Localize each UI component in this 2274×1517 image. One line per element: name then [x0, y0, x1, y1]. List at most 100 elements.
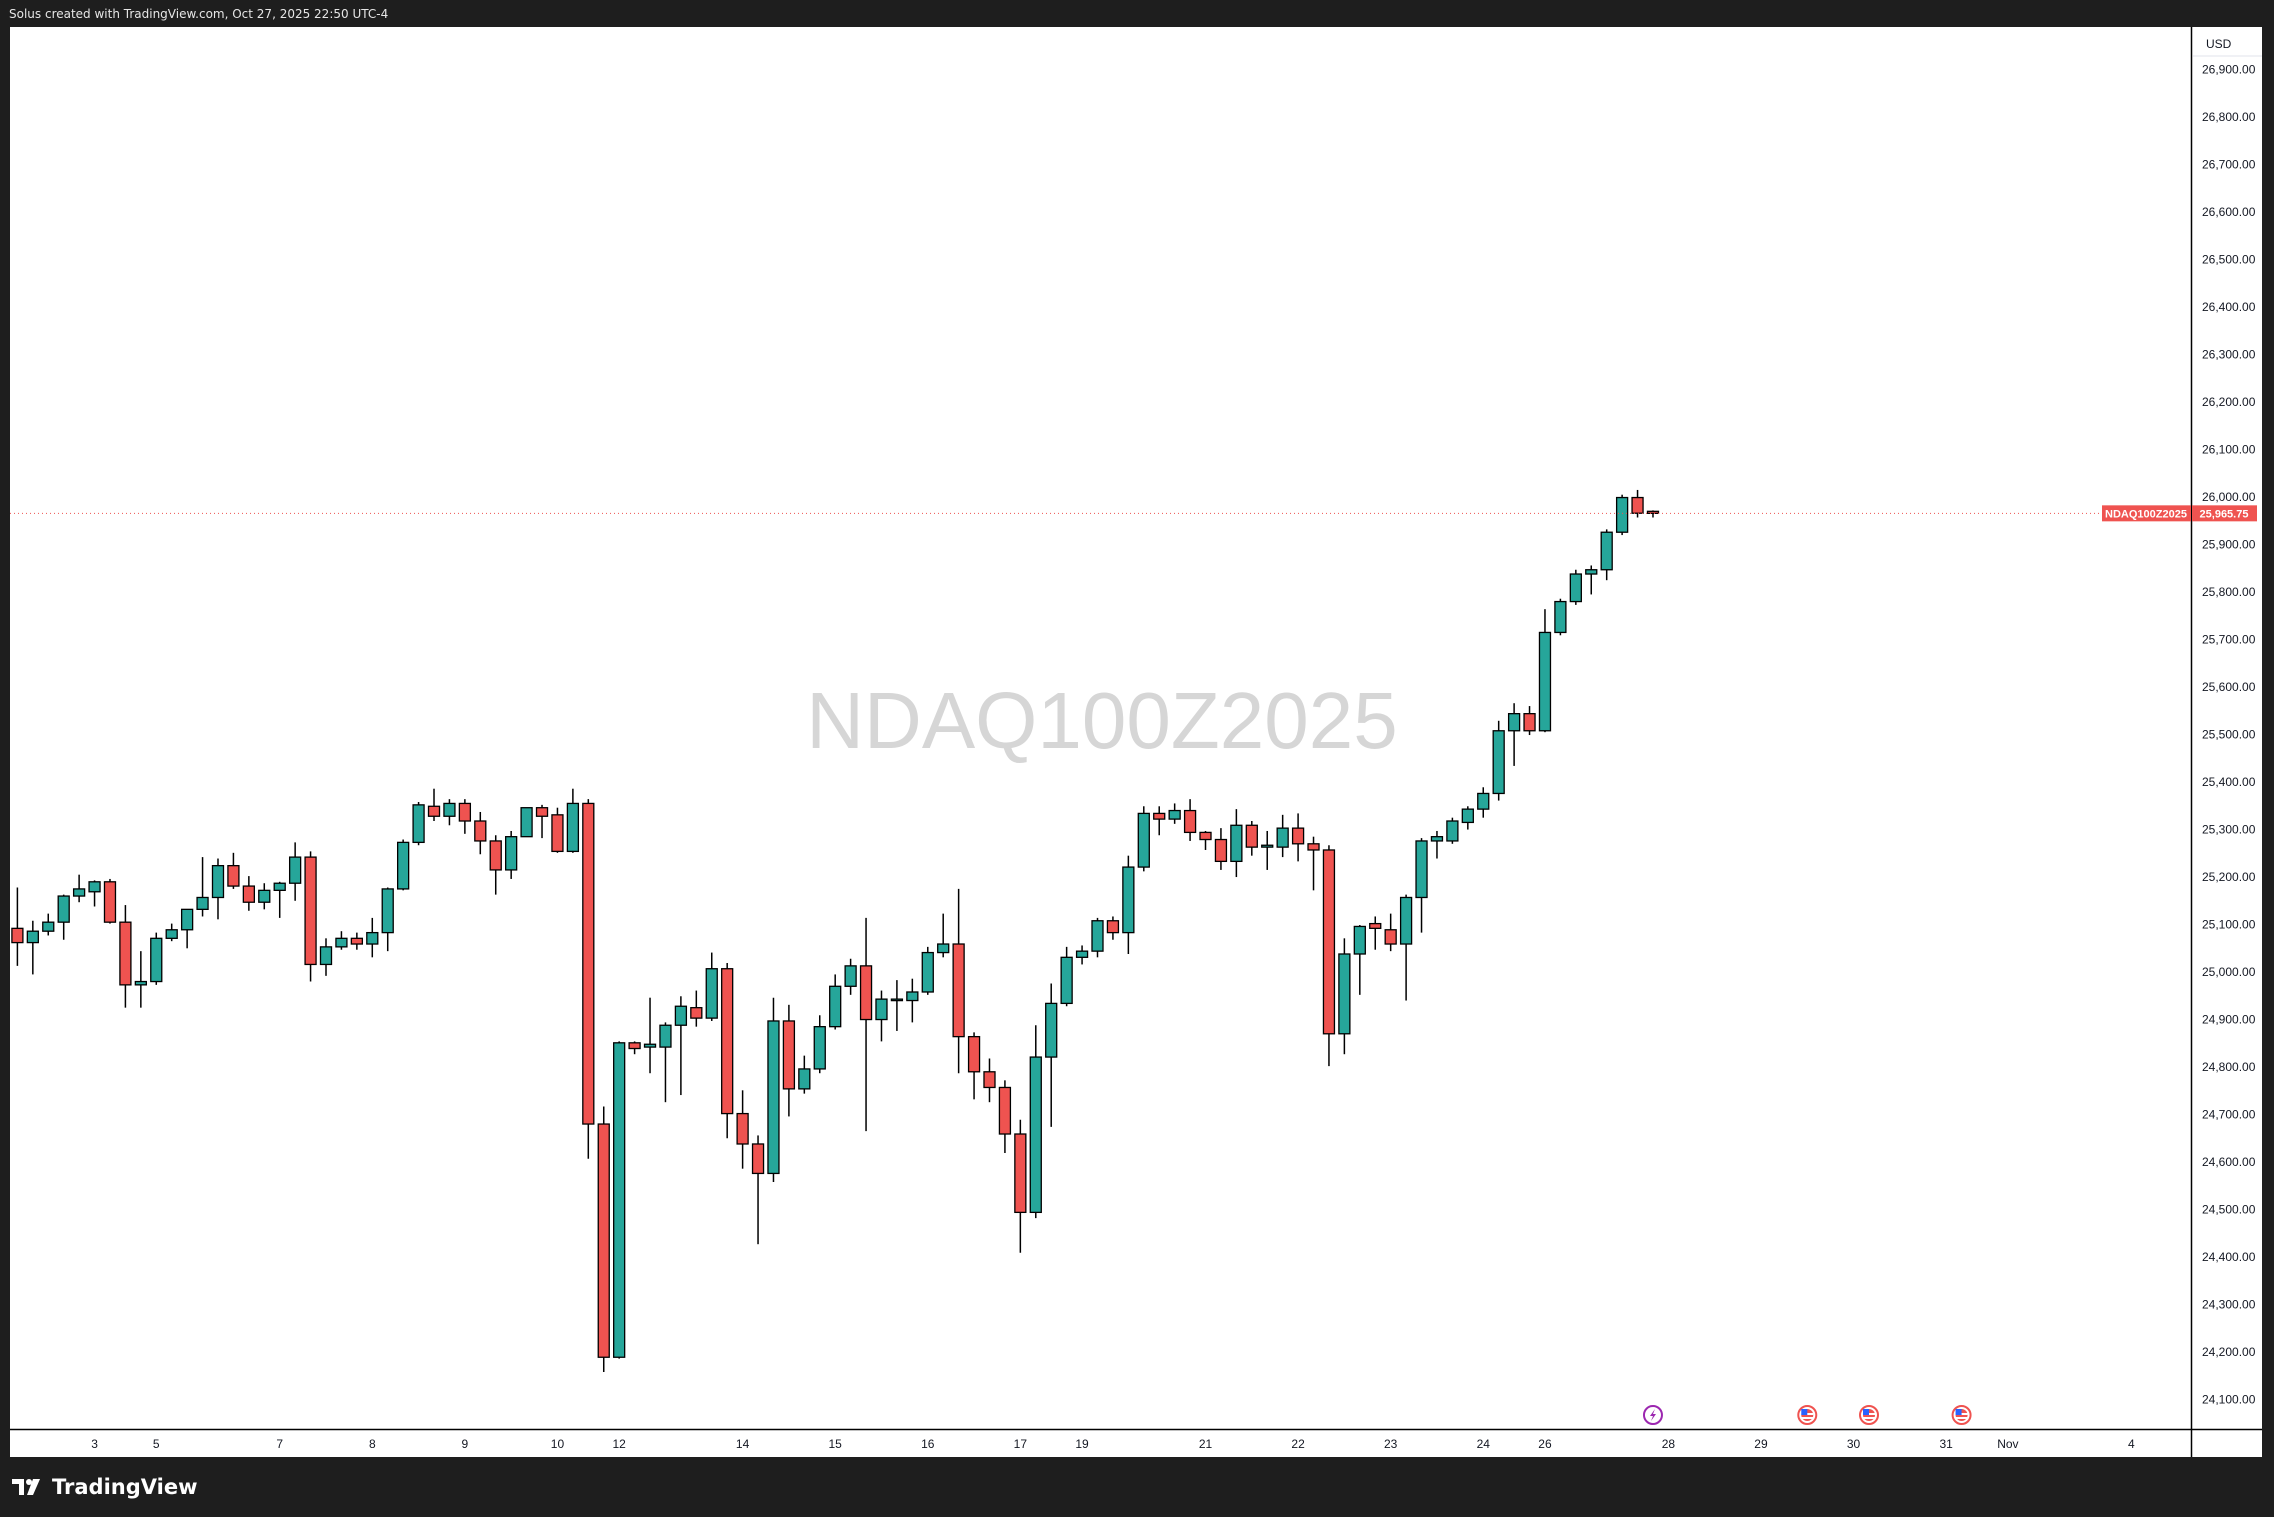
candle[interactable] [1600, 529, 1613, 581]
candle[interactable] [767, 997, 780, 1182]
candle[interactable] [227, 852, 240, 889]
candle[interactable] [412, 802, 425, 846]
candle[interactable] [134, 951, 147, 1008]
time-axis[interactable]: 3 5 7 8 9 10 12 14 15 16 17 19 21 22 23 24 26 28 29 30 31 Nov… [91, 1437, 2135, 1451]
candle[interactable] [366, 917, 379, 958]
candle[interactable] [396, 839, 410, 891]
candle[interactable] [1631, 489, 1644, 518]
candle[interactable] [443, 799, 456, 826]
candle[interactable] [72, 874, 86, 903]
candle[interactable] [890, 980, 904, 1031]
candle[interactable] [782, 1004, 796, 1117]
candle[interactable] [813, 1015, 826, 1074]
candle[interactable] [690, 990, 703, 1027]
candle[interactable] [88, 880, 101, 907]
candle[interactable] [381, 887, 394, 952]
candle[interactable] [258, 883, 271, 910]
candle[interactable] [906, 978, 919, 1023]
candle[interactable] [119, 905, 132, 1008]
candle[interactable] [1384, 913, 1397, 952]
candle[interactable] [319, 938, 333, 976]
candle[interactable] [1122, 855, 1135, 954]
candle[interactable] [1569, 569, 1582, 605]
candle[interactable] [196, 857, 209, 917]
candle[interactable] [57, 894, 70, 940]
candle[interactable] [1492, 720, 1505, 801]
candle[interactable] [1615, 494, 1629, 536]
candle[interactable] [26, 920, 39, 975]
candle[interactable] [937, 913, 950, 958]
candle[interactable] [1646, 510, 1660, 518]
candle[interactable] [474, 811, 487, 855]
candle[interactable] [844, 958, 857, 995]
candle[interactable] [11, 887, 24, 966]
us-flag-event-icon[interactable] [1951, 1405, 1972, 1425]
candle[interactable] [1307, 836, 1320, 891]
candle[interactable] [1137, 806, 1150, 872]
candle[interactable] [1014, 1119, 1027, 1253]
candle[interactable] [1214, 828, 1228, 870]
candle[interactable] [1585, 565, 1598, 595]
candle[interactable] [1446, 817, 1459, 844]
candle[interactable] [1415, 838, 1428, 933]
candle[interactable] [350, 932, 364, 950]
candle[interactable] [1507, 703, 1521, 766]
candle[interactable] [1369, 916, 1382, 950]
candle[interactable] [335, 931, 348, 950]
candle[interactable] [103, 878, 117, 924]
candle[interactable] [180, 908, 194, 949]
candle[interactable] [288, 842, 302, 901]
us-flag-event-icon[interactable] [1859, 1405, 1879, 1425]
candle[interactable] [1029, 1025, 1042, 1219]
candle[interactable] [1153, 806, 1166, 836]
candle[interactable] [535, 804, 549, 839]
us-flag-event-icon[interactable] [1797, 1405, 1818, 1425]
candle[interactable] [659, 1022, 672, 1103]
candle[interactable] [1168, 803, 1181, 824]
candle[interactable] [150, 932, 163, 985]
candle[interactable] [628, 1041, 641, 1055]
candle[interactable] [1554, 598, 1567, 636]
candle[interactable] [1353, 925, 1366, 995]
candle[interactable] [1399, 894, 1413, 1001]
tradingview-logo[interactable]: TradingView [12, 1470, 197, 1504]
candle[interactable] [1261, 830, 1274, 870]
candle[interactable] [42, 913, 55, 936]
candle[interactable] [1338, 938, 1351, 1055]
candle[interactable] [921, 946, 934, 995]
candle[interactable] [1276, 814, 1289, 858]
candle[interactable] [520, 807, 533, 838]
candle[interactable] [721, 963, 734, 1139]
candle[interactable] [875, 990, 888, 1042]
candle[interactable] [1199, 830, 1212, 850]
candle[interactable] [505, 830, 518, 879]
candle[interactable] [674, 996, 688, 1096]
candle[interactable] [1183, 799, 1197, 841]
candle[interactable] [983, 1058, 996, 1103]
candle[interactable] [751, 1135, 765, 1245]
candle[interactable] [1075, 945, 1089, 965]
candle[interactable] [597, 1106, 610, 1372]
candle[interactable] [582, 799, 595, 1159]
price-axis[interactable]: 24,100.00 24,200.00 24,300.00 24,400.00 24,5… [2202, 63, 2256, 1407]
candle[interactable] [489, 835, 502, 895]
candle[interactable] [1106, 916, 1120, 940]
candle[interactable] [1322, 845, 1336, 1067]
candle[interactable] [1045, 983, 1058, 1127]
candle[interactable] [273, 881, 286, 918]
candle[interactable] [798, 1055, 811, 1094]
candle[interactable] [551, 807, 564, 853]
candle[interactable] [1060, 946, 1073, 1007]
candle[interactable] [211, 858, 225, 920]
candle[interactable] [705, 952, 718, 1021]
candle[interactable] [1230, 809, 1243, 878]
candle[interactable] [1091, 917, 1104, 958]
candle[interactable] [859, 917, 873, 1132]
candle[interactable] [998, 1080, 1012, 1154]
candle[interactable] [736, 1090, 749, 1169]
candle[interactable] [1523, 706, 1536, 736]
earnings-lightning-icon[interactable] [1642, 1405, 1663, 1425]
candle[interactable] [1430, 830, 1444, 859]
candle[interactable] [458, 799, 472, 834]
candle[interactable] [1461, 806, 1474, 830]
